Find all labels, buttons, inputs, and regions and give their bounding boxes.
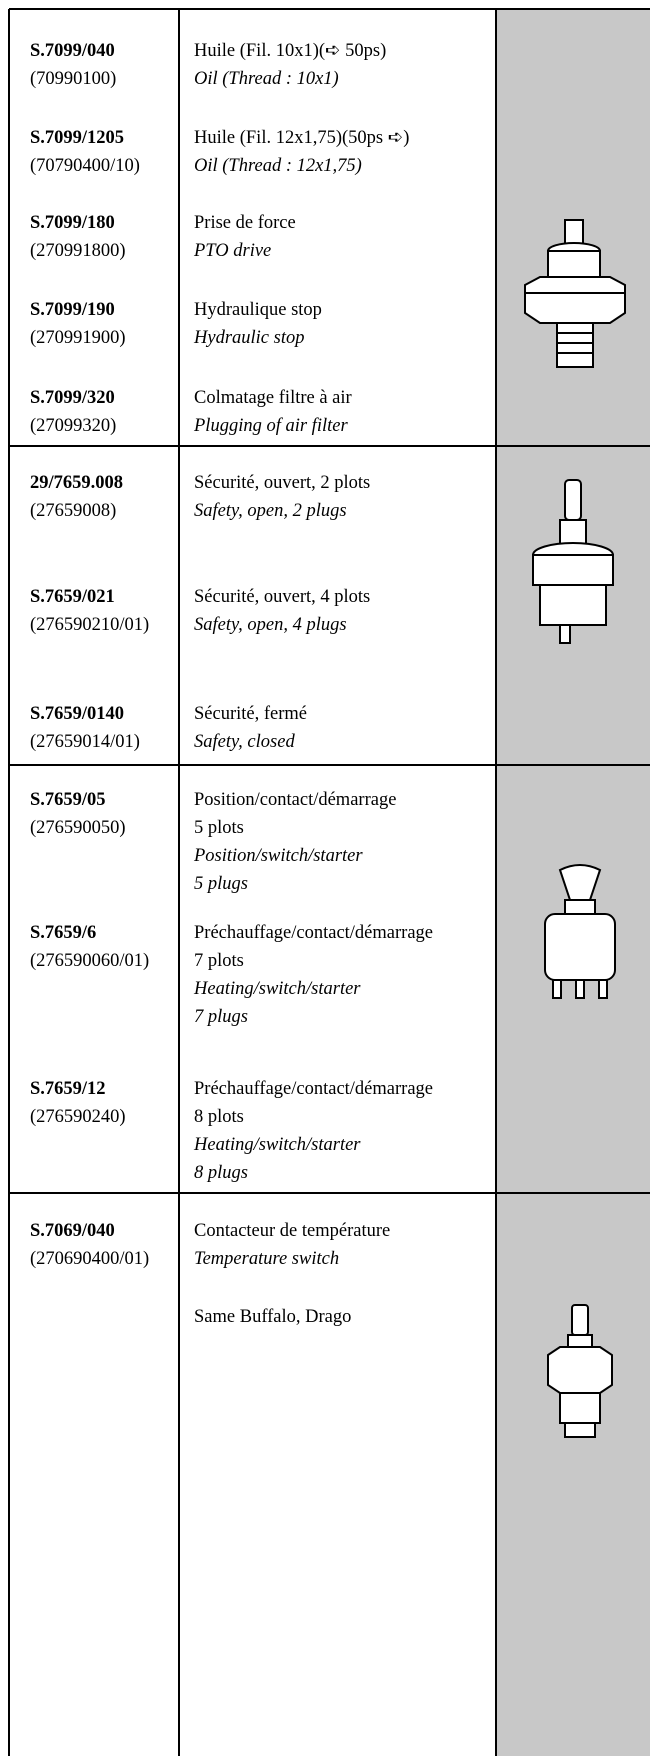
desc-en: Oil (Thread : 10x1) <box>194 69 339 89</box>
desc-en: Safety, open, 4 plugs <box>194 615 347 635</box>
part-ref: (270690400/01) <box>30 1249 150 1269</box>
desc-en: Oil (Thread : 12x1,75) <box>194 156 362 176</box>
desc-fr: 5 plots <box>194 818 244 838</box>
desc-en: 8 plugs <box>194 1163 248 1183</box>
border <box>495 9 497 1756</box>
desc-en: Plugging of air filter <box>194 416 348 436</box>
desc-fr: Huile (Fil. 12x1,75)(50ps ➪) <box>194 128 410 148</box>
part-code: S.7069/040 <box>30 1221 115 1241</box>
desc-fr: 8 plots <box>194 1107 244 1127</box>
part-ref: (27099320) <box>30 416 117 436</box>
border <box>8 9 10 1756</box>
desc-en: 7 plugs <box>194 1007 248 1027</box>
part-ref: (27659014/01) <box>30 732 140 752</box>
border <box>9 1192 650 1194</box>
desc-fr: 7 plots <box>194 951 244 971</box>
part-code: S.7659/6 <box>30 923 97 943</box>
border <box>9 8 650 10</box>
desc-fr: Position/contact/démarrage <box>194 790 397 810</box>
part-code: S.7659/05 <box>30 790 106 810</box>
part-code: S.7099/040 <box>30 41 115 61</box>
part-code: S.7659/12 <box>30 1079 106 1099</box>
part-code: S.7099/180 <box>30 213 115 233</box>
part-ref: (27659008) <box>30 501 117 521</box>
part-code: S.7659/0140 <box>30 704 125 724</box>
part-ref: (270991800) <box>30 241 126 261</box>
desc-fr: Sécurité, ouvert, 4 plots <box>194 587 371 607</box>
sensor-image <box>524 219 626 368</box>
desc-en: PTO drive <box>194 241 272 261</box>
desc-en: Heating/switch/starter <box>194 979 361 999</box>
border <box>178 9 180 1756</box>
part-ref: (270991900) <box>30 328 126 348</box>
desc-fr: Prise de force <box>194 213 296 233</box>
desc-en: 5 plugs <box>194 874 248 894</box>
desc-fr: Colmatage filtre à air <box>194 388 352 408</box>
desc-en: Temperature switch <box>194 1249 340 1269</box>
border <box>9 764 650 766</box>
desc-en: Hydraulic stop <box>194 328 305 348</box>
part-ref: (276590210/01) <box>30 615 150 635</box>
part-code: S.7659/021 <box>30 587 115 607</box>
desc-en: Safety, open, 2 plugs <box>194 501 347 521</box>
part-ref: (276590060/01) <box>30 951 150 971</box>
desc-fr: Hydraulique stop <box>194 300 322 320</box>
desc-fr: Préchauffage/contact/démarrage <box>194 1079 433 1099</box>
desc-fr: Contacteur de température <box>194 1221 391 1241</box>
desc-en: Safety, closed <box>194 732 295 752</box>
temp-switch-image <box>547 1304 613 1438</box>
part-ref: (276590240) <box>30 1107 126 1127</box>
part-ref: (70790400/10) <box>30 156 140 176</box>
part-code: 29/7659.008 <box>30 473 124 493</box>
border <box>9 445 650 447</box>
ignition-switch-image <box>544 864 616 999</box>
safety-switch-image <box>532 479 614 644</box>
part-code: S.7099/320 <box>30 388 115 408</box>
desc-fr: Sécurité, ouvert, 2 plots <box>194 473 371 493</box>
desc-fr: Huile (Fil. 10x1)(➪ 50ps) <box>194 41 387 61</box>
part-ref: (70990100) <box>30 69 117 89</box>
desc-fr: Préchauffage/contact/démarrage <box>194 923 433 943</box>
desc-en: Heating/switch/starter <box>194 1135 361 1155</box>
part-code: S.7099/190 <box>30 300 115 320</box>
desc-fr: Sécurité, fermé <box>194 704 307 724</box>
part-code: S.7099/1205 <box>30 128 125 148</box>
desc-en: Position/switch/starter <box>194 846 363 866</box>
part-ref: (276590050) <box>30 818 126 838</box>
note: Same Buffalo, Drago <box>194 1307 352 1327</box>
